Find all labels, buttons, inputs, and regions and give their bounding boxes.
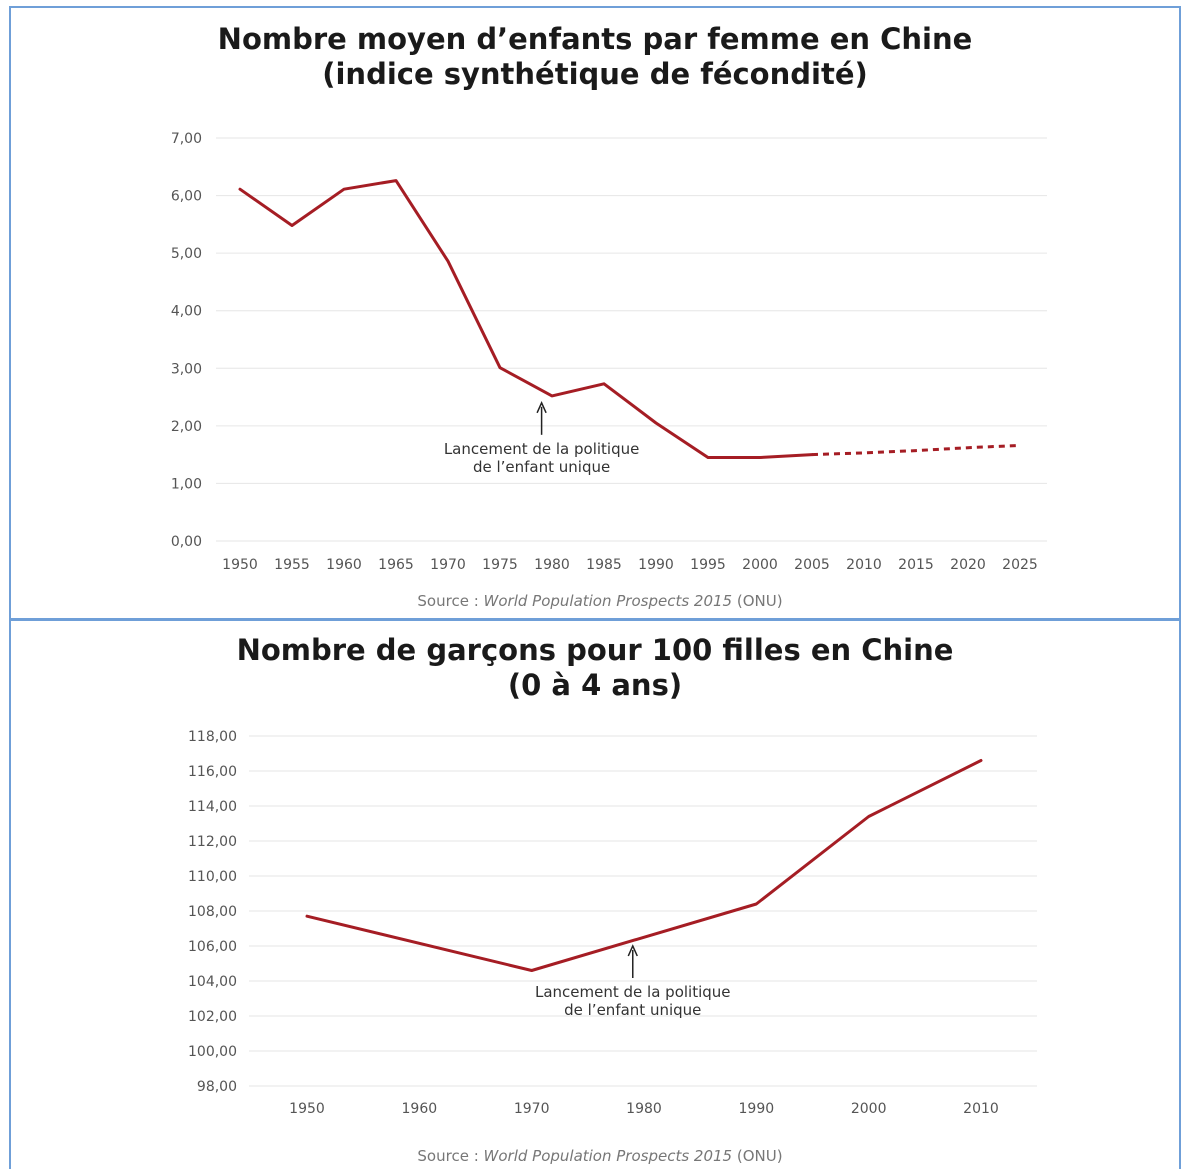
sex-ratio-y-tick-label: 106,00 bbox=[188, 939, 237, 955]
fertility-x-tick-label: 1960 bbox=[326, 557, 362, 573]
sex-ratio-data-line bbox=[305, 759, 983, 972]
fertility-x-tick-label: 2020 bbox=[950, 557, 986, 573]
sex-ratio-annotation-arrow-head bbox=[627, 944, 638, 957]
sex-ratio-chart-title: Nombre de garçons pour 100 filles en Chi… bbox=[11, 633, 1179, 703]
fertility-x-tick-label: 1985 bbox=[586, 557, 622, 573]
sex-ratio-x-tick-label: 2000 bbox=[851, 1101, 887, 1117]
sex-ratio-chart-panel: Nombre de garçons pour 100 filles en Chi… bbox=[9, 619, 1181, 1169]
fertility-chart-title: Nombre moyen d’enfants par femme en Chin… bbox=[11, 22, 1179, 92]
sex-ratio-x-tick-label: 2010 bbox=[963, 1101, 999, 1117]
sex-ratio-y-tick-label: 104,00 bbox=[188, 974, 237, 990]
fertility-y-tick-label: 6,00 bbox=[171, 189, 202, 205]
sex-ratio-y-tick-label: 100,00 bbox=[188, 1044, 237, 1060]
fertility-x-tick-label: 1980 bbox=[534, 557, 570, 573]
fertility-annotation-text: de l’enfant unique bbox=[473, 458, 610, 476]
fertility-y-tick-label: 4,00 bbox=[171, 304, 202, 320]
sex-ratio-y-tick-label: 98,00 bbox=[197, 1079, 237, 1095]
fertility-x-tick-label: 2010 bbox=[846, 557, 882, 573]
sex-ratio-y-tick-label: 102,00 bbox=[188, 1009, 237, 1025]
sex-ratio-title-line-2: (0 à 4 ans) bbox=[507, 668, 683, 702]
sex-ratio-source: Source : World Population Prospects 2015… bbox=[417, 1147, 782, 1165]
fertility-annotation-text: Lancement de la politique bbox=[444, 440, 640, 458]
fertility-x-tick-label: 1990 bbox=[638, 557, 674, 573]
sex-ratio-annotation-text: Lancement de la politique bbox=[535, 983, 731, 1001]
sex-ratio-annotation-text: de l’enfant unique bbox=[564, 1001, 701, 1019]
fertility-x-tick-label: 1970 bbox=[430, 557, 466, 573]
sex-ratio-x-tick-label: 1950 bbox=[289, 1101, 325, 1117]
fertility-source: Source : World Population Prospects 2015… bbox=[417, 592, 782, 610]
fertility-annotation-arrow-head bbox=[536, 401, 547, 414]
fertility-x-tick-label: 1975 bbox=[482, 557, 518, 573]
fertility-y-tick-label: 1,00 bbox=[171, 476, 202, 492]
fertility-x-tick-label: 2025 bbox=[1002, 557, 1038, 573]
fertility-y-tick-label: 3,00 bbox=[171, 361, 202, 377]
fertility-x-tick-label: 1950 bbox=[222, 557, 258, 573]
fertility-chart-plot: 0,00 1,00 2,00 3,00 4,00 5,00 6,00 7,00 1950 1955… bbox=[171, 131, 1047, 610]
fertility-projection-line bbox=[811, 443, 1021, 457]
fertility-title-line-1: Nombre moyen d’enfants par femme en Chin… bbox=[217, 22, 973, 56]
sex-ratio-chart-plot: 98,00 100,00 102,00 104,00 106,00 108,00 110,0… bbox=[188, 729, 1037, 1165]
fertility-x-tick-label: 2005 bbox=[794, 557, 830, 573]
sex-ratio-x-tick-label: 1970 bbox=[514, 1101, 550, 1117]
fertility-y-tick-label: 5,00 bbox=[171, 246, 202, 262]
fertility-title-line-2: (indice synthétique de fécondité) bbox=[322, 57, 868, 91]
sex-ratio-x-tick-label: 1990 bbox=[739, 1101, 775, 1117]
fertility-y-tick-label: 7,00 bbox=[171, 131, 202, 147]
fertility-y-tick-label: 0,00 bbox=[171, 534, 202, 550]
fertility-x-tick-label: 2000 bbox=[742, 557, 778, 573]
fertility-data-line bbox=[238, 179, 814, 459]
sex-ratio-y-tick-label: 110,00 bbox=[188, 869, 237, 885]
fertility-x-tick-label: 1955 bbox=[274, 557, 310, 573]
sex-ratio-y-tick-label: 116,00 bbox=[188, 764, 237, 780]
sex-ratio-y-tick-label: 114,00 bbox=[188, 799, 237, 815]
fertility-y-tick-label: 2,00 bbox=[171, 419, 202, 435]
fertility-x-tick-label: 2015 bbox=[898, 557, 934, 573]
sex-ratio-y-tick-label: 112,00 bbox=[188, 834, 237, 850]
sex-ratio-x-tick-label: 1960 bbox=[402, 1101, 438, 1117]
sex-ratio-y-tick-label: 118,00 bbox=[188, 729, 237, 745]
sex-ratio-y-tick-label: 108,00 bbox=[188, 904, 237, 920]
sex-ratio-x-tick-label: 1980 bbox=[626, 1101, 662, 1117]
fertility-x-tick-label: 1995 bbox=[690, 557, 726, 573]
sex-ratio-title-line-1: Nombre de garçons pour 100 filles en Chi… bbox=[236, 633, 954, 667]
fertility-chart-panel: Nombre moyen d’enfants par femme en Chin… bbox=[9, 6, 1181, 620]
fertility-x-tick-label: 1965 bbox=[378, 557, 414, 573]
